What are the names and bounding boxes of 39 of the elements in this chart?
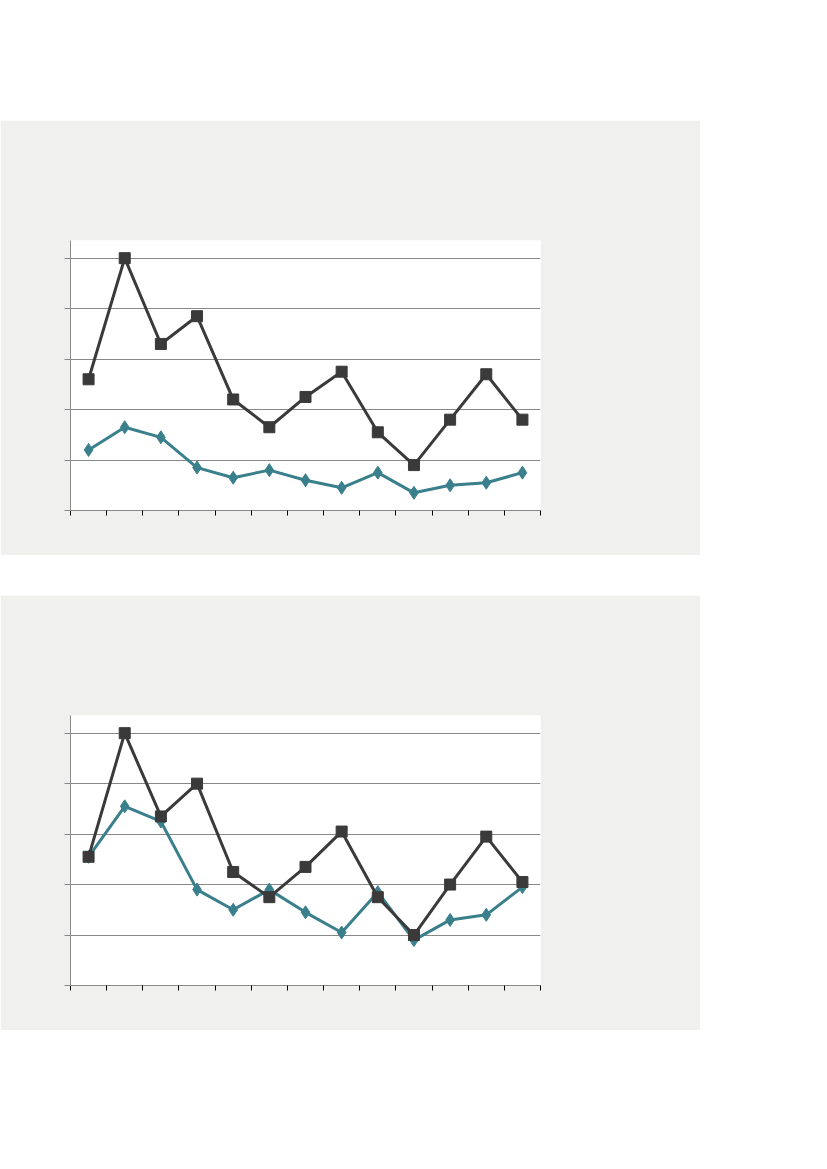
point (336, 925, 347, 940)
point (480, 830, 493, 843)
point (154, 337, 167, 350)
point (264, 463, 275, 478)
point (191, 310, 204, 323)
point (300, 905, 311, 920)
point (371, 426, 384, 439)
point (228, 902, 239, 917)
point (444, 878, 457, 891)
point (119, 420, 130, 435)
point (118, 252, 131, 265)
point (481, 907, 492, 922)
point (516, 413, 529, 426)
point (263, 421, 276, 434)
point (154, 810, 167, 823)
point (372, 465, 383, 480)
point (444, 413, 457, 426)
point (118, 727, 131, 740)
point (228, 470, 239, 485)
point (263, 891, 276, 904)
point (227, 865, 240, 878)
point (481, 475, 492, 490)
point (299, 390, 312, 403)
point (191, 777, 204, 790)
point (480, 368, 493, 381)
point (516, 876, 529, 889)
point (299, 860, 312, 873)
point (407, 929, 420, 942)
point (227, 393, 240, 406)
point (82, 373, 95, 386)
point (336, 480, 347, 495)
point (300, 473, 311, 488)
point (371, 891, 384, 904)
point (335, 825, 348, 838)
point (119, 799, 130, 814)
point (407, 459, 420, 472)
point (517, 465, 528, 480)
point (83, 442, 94, 457)
point (335, 365, 348, 378)
